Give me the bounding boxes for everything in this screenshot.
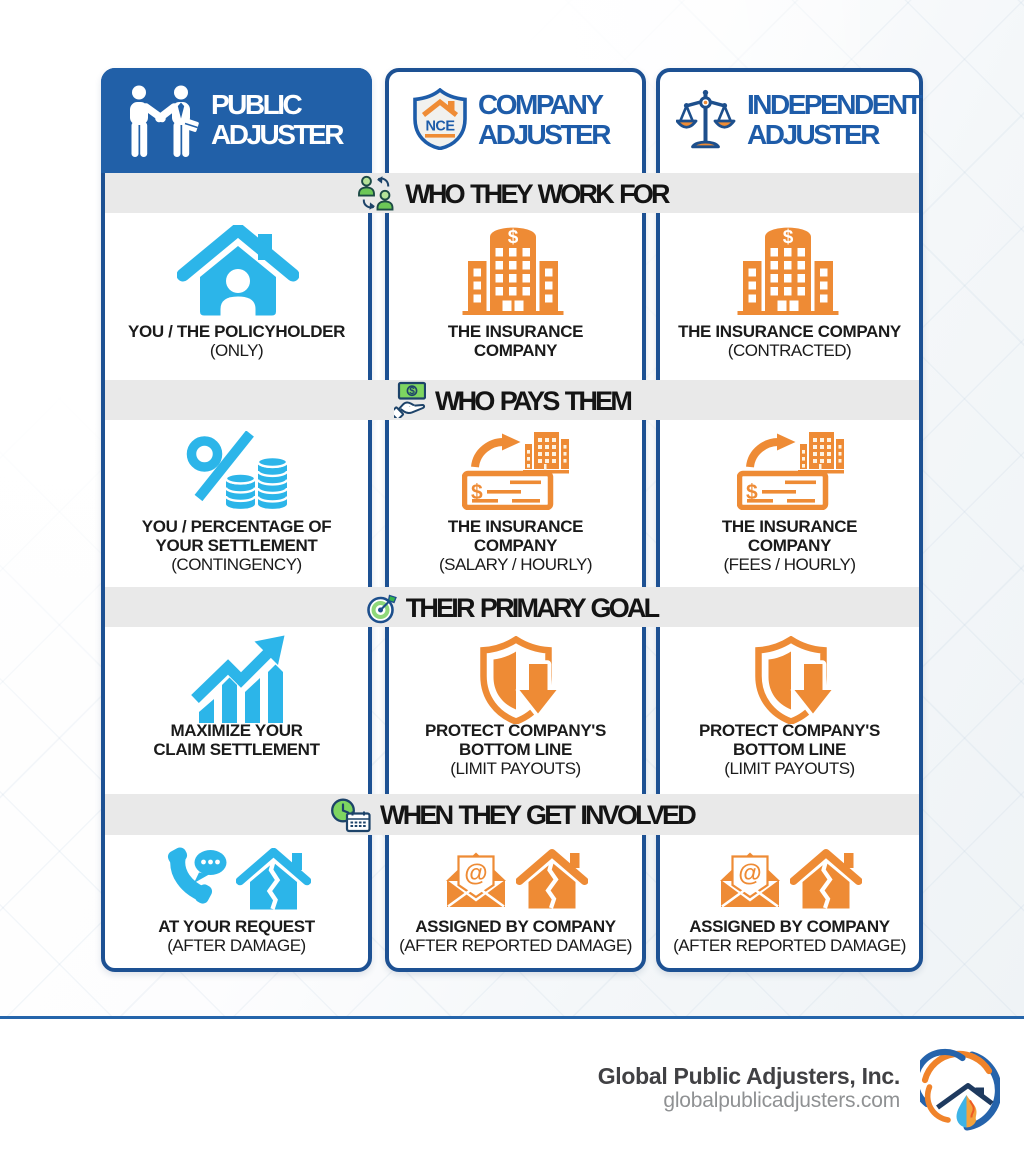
svg-text:$: $ <box>409 386 415 397</box>
svg-text:NCE: NCE <box>425 119 455 135</box>
svg-text:$: $ <box>508 227 519 248</box>
